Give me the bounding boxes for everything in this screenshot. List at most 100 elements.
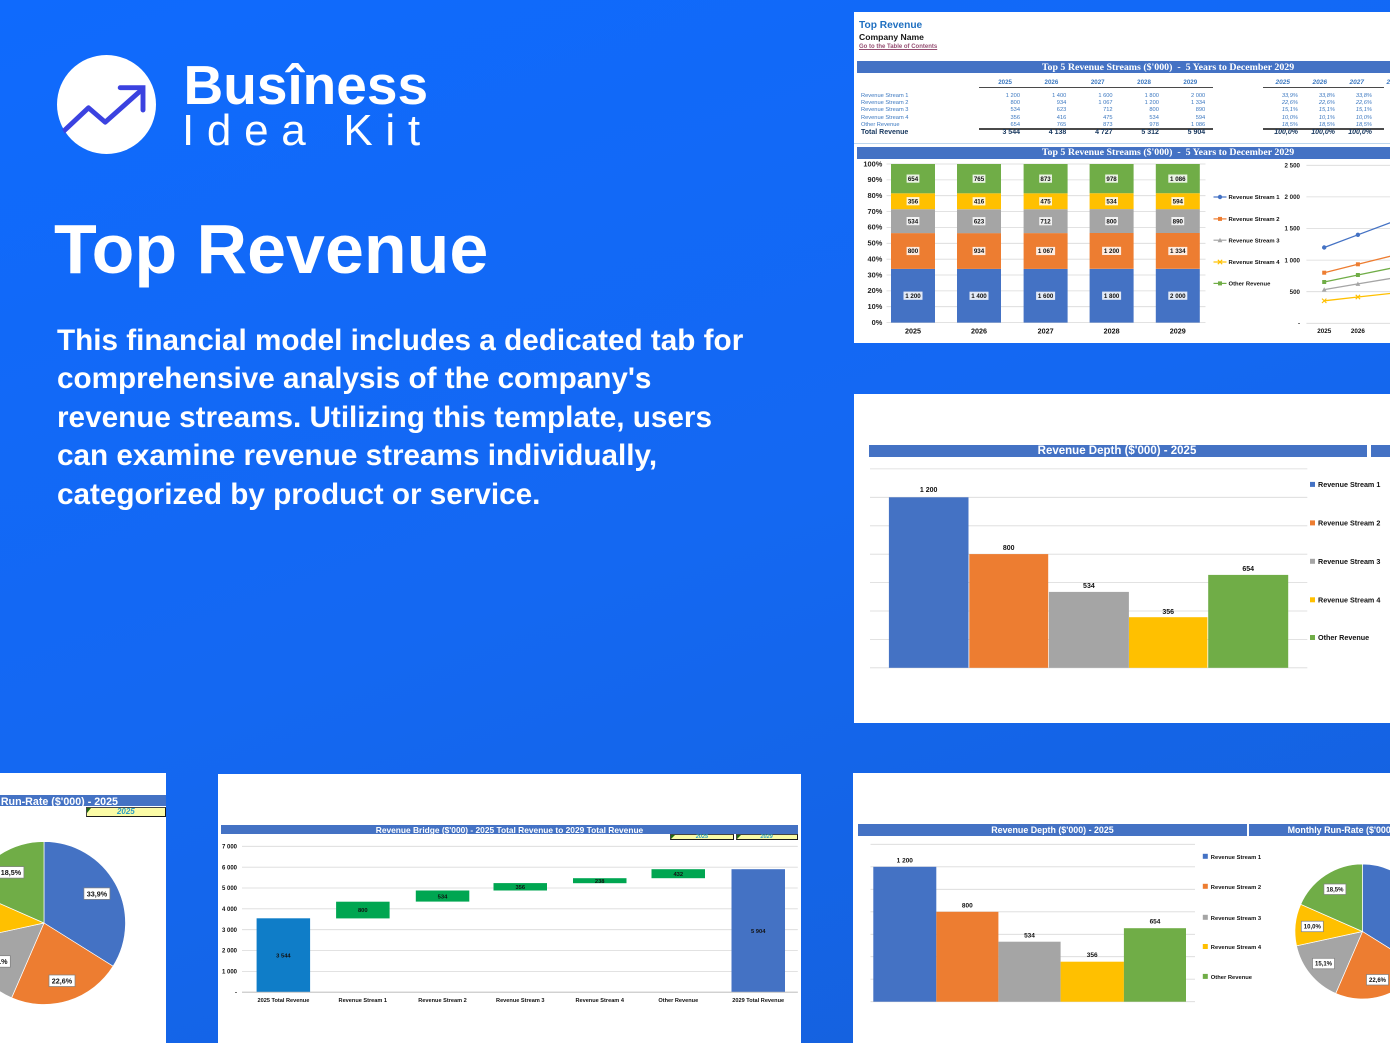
svg-text:534: 534 [438,894,448,900]
svg-text:10,0%: 10,0% [1304,925,1322,931]
svg-text:15,1%: 15,1% [0,957,8,966]
svg-text:356: 356 [515,885,525,891]
svg-text:Revenue Stream 3: Revenue Stream 3 [1318,557,1380,566]
svg-text:-: - [235,990,237,996]
svg-text:654: 654 [1242,566,1254,573]
svg-text:1 086: 1 086 [1170,176,1186,183]
svg-text:2 500: 2 500 [1285,163,1301,170]
svg-text:1 800: 1 800 [1104,293,1120,300]
svg-text:30%: 30% [868,270,883,279]
svg-text:534: 534 [1024,932,1035,939]
svg-text:890: 890 [1173,218,1184,225]
svg-text:Revenue Stream 2: Revenue Stream 2 [1318,519,1380,528]
svg-text:2026: 2026 [1351,328,1366,335]
svg-text:2025: 2025 [905,326,921,335]
svg-text:0%: 0% [872,318,883,327]
svg-text:356: 356 [908,198,919,205]
svg-text:534: 534 [908,218,919,225]
svg-text:1 000: 1 000 [1285,257,1301,264]
svg-text:2025: 2025 [1317,328,1332,335]
svg-text:4 000: 4 000 [222,907,238,913]
svg-text:2025 Total Revenue: 2025 Total Revenue [257,998,309,1004]
svg-text:Revenue Stream 1: Revenue Stream 1 [339,998,388,1004]
svg-text:623: 623 [974,218,985,225]
svg-text:2028: 2028 [1104,326,1120,335]
svg-text:40%: 40% [868,255,883,264]
svg-text:22,6%: 22,6% [52,976,73,985]
svg-text:Revenue Stream 3: Revenue Stream 3 [1229,238,1281,244]
svg-text:100%: 100% [863,159,882,168]
svg-text:1 600: 1 600 [1038,293,1054,300]
svg-text:800: 800 [1003,545,1015,552]
svg-text:15,1%: 15,1% [1315,962,1333,968]
svg-text:654: 654 [1150,919,1161,926]
svg-text:800: 800 [1106,218,1117,225]
svg-text:70%: 70% [868,207,883,216]
svg-text:432: 432 [673,872,683,878]
svg-text:90%: 90% [868,175,883,184]
svg-text:1 200: 1 200 [1104,248,1120,255]
svg-text:18,5%: 18,5% [1326,887,1344,893]
svg-text:80%: 80% [868,191,883,200]
svg-text:50%: 50% [868,239,883,248]
svg-text:356: 356 [1087,952,1098,959]
svg-text:1 400: 1 400 [971,293,987,300]
svg-text:934: 934 [974,248,985,255]
svg-text:712: 712 [1040,218,1051,225]
svg-text:Revenue Stream 1: Revenue Stream 1 [1211,855,1262,861]
svg-text:654: 654 [908,176,919,183]
svg-text:Revenue Stream 4: Revenue Stream 4 [1211,945,1262,951]
svg-text:Revenue Stream 3: Revenue Stream 3 [1211,916,1262,922]
svg-text:3 544: 3 544 [276,954,291,960]
svg-text:Other Revenue: Other Revenue [658,998,698,1004]
svg-text:475: 475 [1040,199,1051,206]
svg-text:Revenue Stream 4: Revenue Stream 4 [1229,260,1281,266]
svg-text:2026: 2026 [971,326,987,335]
svg-text:800: 800 [908,248,919,255]
svg-text:Other Revenue: Other Revenue [1211,975,1253,981]
svg-text:22,6%: 22,6% [1369,978,1387,984]
svg-text:5 000: 5 000 [222,886,238,892]
svg-text:1 000: 1 000 [222,970,238,976]
svg-text:873: 873 [1040,176,1051,183]
svg-text:Revenue Stream 1: Revenue Stream 1 [1318,480,1380,489]
svg-text:800: 800 [358,908,368,914]
svg-text:2027: 2027 [1038,326,1054,335]
svg-text:-: - [1298,321,1300,328]
svg-text:5 904: 5 904 [751,929,766,935]
svg-text:1 500: 1 500 [1285,226,1301,233]
svg-text:Revenue Stream 4: Revenue Stream 4 [575,998,624,1004]
svg-text:800: 800 [962,902,973,909]
svg-text:3 000: 3 000 [222,928,238,934]
svg-text:1 067: 1 067 [1038,248,1054,255]
svg-text:1 200: 1 200 [905,293,921,300]
svg-text:1 200: 1 200 [920,487,938,494]
svg-text:7 000: 7 000 [222,844,238,850]
svg-text:2 000: 2 000 [1285,194,1301,201]
svg-text:33,9%: 33,9% [87,889,108,898]
svg-text:20%: 20% [868,286,883,295]
svg-text:Revenue Stream 2: Revenue Stream 2 [1229,217,1281,223]
svg-text:2 000: 2 000 [1170,293,1186,300]
svg-text:2 000: 2 000 [222,949,238,955]
svg-text:Revenue Stream 2: Revenue Stream 2 [1211,885,1261,891]
svg-text:500: 500 [1290,289,1301,296]
svg-text:238: 238 [595,879,605,885]
svg-text:Revenue Stream 3: Revenue Stream 3 [496,998,545,1004]
svg-text:Revenue Stream 1: Revenue Stream 1 [1229,195,1281,201]
svg-text:1 200: 1 200 [897,857,914,864]
svg-text:10%: 10% [868,302,883,311]
svg-text:2029 Total Revenue: 2029 Total Revenue [732,998,784,1004]
svg-text:1 334: 1 334 [1170,248,1186,255]
svg-text:356: 356 [1162,609,1174,616]
svg-text:534: 534 [1083,583,1095,590]
svg-text:18,5%: 18,5% [1,868,22,877]
svg-text:534: 534 [1106,198,1117,205]
svg-text:978: 978 [1106,176,1117,183]
svg-text:765: 765 [974,176,985,183]
svg-text:Other Revenue: Other Revenue [1229,282,1272,288]
svg-text:60%: 60% [868,223,883,232]
svg-text:2029: 2029 [1170,326,1186,335]
svg-text:416: 416 [974,199,985,206]
svg-text:6 000: 6 000 [222,865,238,871]
